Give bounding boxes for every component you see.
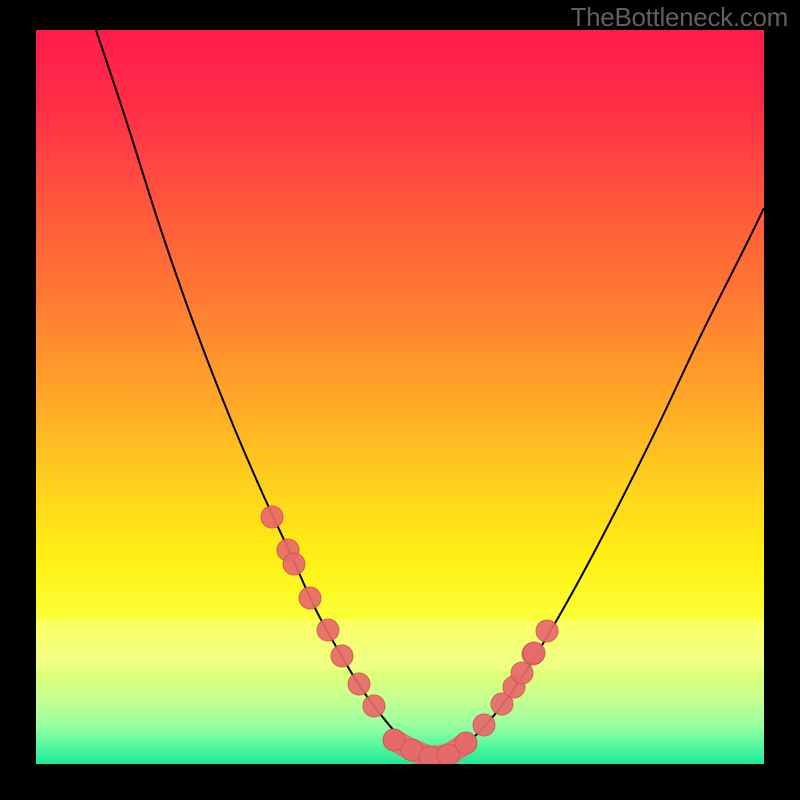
data-marker-left	[363, 695, 385, 717]
data-marker-left	[331, 645, 353, 667]
data-marker-right	[473, 714, 495, 736]
data-marker-right	[511, 662, 533, 684]
data-marker-right	[523, 642, 545, 664]
data-marker-bottom	[455, 732, 477, 754]
chart-plot-area	[36, 30, 764, 764]
data-marker-right	[536, 620, 558, 642]
data-marker-left	[261, 506, 283, 528]
data-marker-left	[299, 587, 321, 609]
data-marker-left	[348, 673, 370, 695]
watermark-text: TheBottleneck.com	[571, 2, 788, 33]
data-marker-left	[317, 619, 339, 641]
pale-band	[36, 620, 764, 670]
data-marker-left	[283, 553, 305, 575]
chart-svg	[36, 30, 764, 764]
